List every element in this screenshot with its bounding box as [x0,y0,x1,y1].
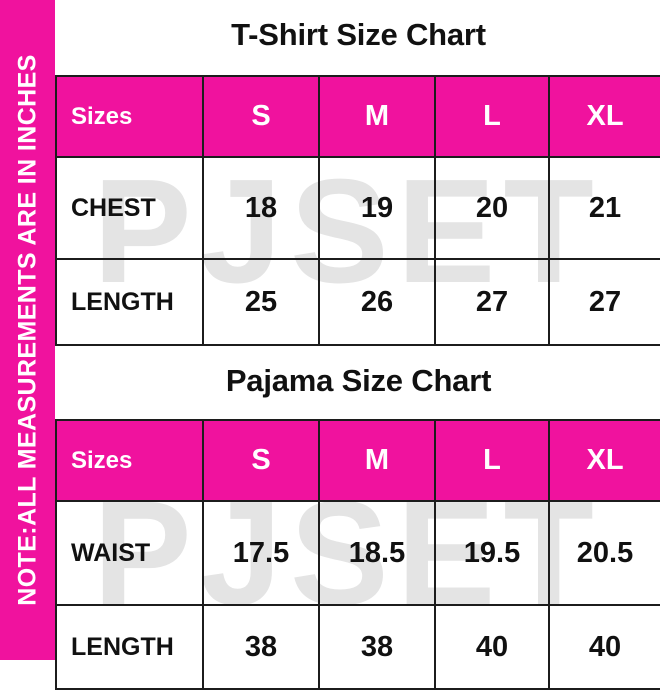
tshirt-title: T-Shirt Size Chart [231,17,486,52]
pajama-waist-s: 17.5 [202,500,320,606]
pajama-size-table: Pajama Size Chart Sizes S M L XL WAIST 1… [55,346,660,690]
pajama-length-xl: 40 [547,604,660,690]
tshirt-chest-m: 19 [318,156,436,260]
measurement-note-strip: NOTE:ALL MEASUREMENTS ARE IN INCHES [0,0,55,660]
tshirt-header-size-s: S [202,75,320,158]
pajama-header-size-m: M [318,419,436,502]
pajama-length-l: 40 [434,604,550,690]
pajama-length-m: 38 [318,604,436,690]
tshirt-chest-s: 18 [202,156,320,260]
table-row: CHEST 18 19 20 21 [55,156,660,260]
tshirt-row-label-chest: CHEST [55,156,204,260]
pajama-title-row: Pajama Size Chart [56,346,660,420]
pajama-waist-l: 19.5 [434,500,550,606]
tshirt-chest-xl: 21 [547,156,660,260]
pajama-header-row: Sizes S M L XL [55,419,660,502]
tshirt-header-size-xl: XL [547,75,660,158]
pajama-waist-m: 18.5 [318,500,436,606]
pajama-length-s: 38 [202,604,320,690]
pajama-waist-xl: 20.5 [547,500,660,606]
tshirt-length-l: 27 [434,258,550,346]
tshirt-header-row: Sizes S M L XL [55,75,660,158]
tshirt-size-table: T-Shirt Size Chart Sizes S M L XL CHEST … [55,0,660,346]
tshirt-chest-l: 20 [434,156,550,260]
pajama-header-size-xl: XL [547,419,660,502]
tshirt-row-label-length: LENGTH [55,258,204,346]
tshirt-length-xl: 27 [547,258,660,346]
pajama-title: Pajama Size Chart [225,363,492,398]
pajama-header-size-s: S [202,419,320,502]
pajama-row-label-length: LENGTH [55,604,204,690]
charts-container: T-Shirt Size Chart Sizes S M L XL CHEST … [55,0,660,690]
pajama-header-size-l: L [434,419,550,502]
tshirt-header-size-l: L [434,75,550,158]
table-row: WAIST 17.5 18.5 19.5 20.5 [55,500,660,606]
pajama-row-label-waist: WAIST [55,500,204,606]
tshirt-title-row: T-Shirt Size Chart [56,0,660,76]
table-row: LENGTH 25 26 27 27 [55,258,660,346]
tshirt-length-m: 26 [318,258,436,346]
tshirt-header-size-m: M [318,75,436,158]
tshirt-header-label: Sizes [55,75,204,158]
table-row: LENGTH 38 38 40 40 [55,604,660,690]
tshirt-length-s: 25 [202,258,320,346]
measurement-note-text: NOTE:ALL MEASUREMENTS ARE IN INCHES [13,54,41,606]
pajama-header-label: Sizes [55,419,204,502]
